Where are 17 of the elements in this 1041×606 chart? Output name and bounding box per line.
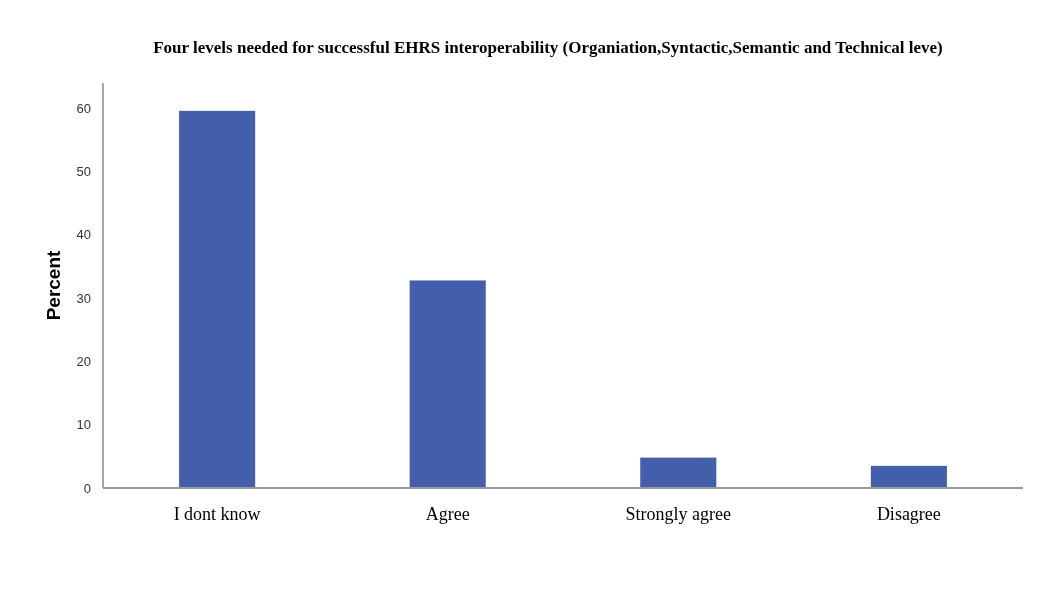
y-tick-label: 30: [76, 290, 91, 306]
chart-title: Four levels needed for successful EHRS interoperability (Organiation,Syntactic,Semantic and Technical leve): [153, 38, 943, 57]
y-tick-label: 40: [76, 227, 91, 243]
bar: [409, 280, 486, 488]
x-tick-label: Agree: [425, 504, 470, 524]
bar: [179, 110, 256, 488]
bar: [640, 457, 717, 488]
x-tick-label: I dont know: [173, 504, 261, 524]
x-tick-label: Disagree: [876, 504, 941, 524]
y-axis-title: Percent: [43, 249, 64, 321]
bar: [870, 465, 947, 488]
y-tick-label: 10: [76, 417, 91, 433]
x-tick-label: Strongly agree: [625, 504, 732, 524]
y-tick-label: 20: [76, 353, 91, 369]
y-tick-label: 0: [83, 480, 91, 496]
y-tick-label: 50: [76, 164, 91, 180]
y-tick-label: 60: [76, 100, 91, 116]
